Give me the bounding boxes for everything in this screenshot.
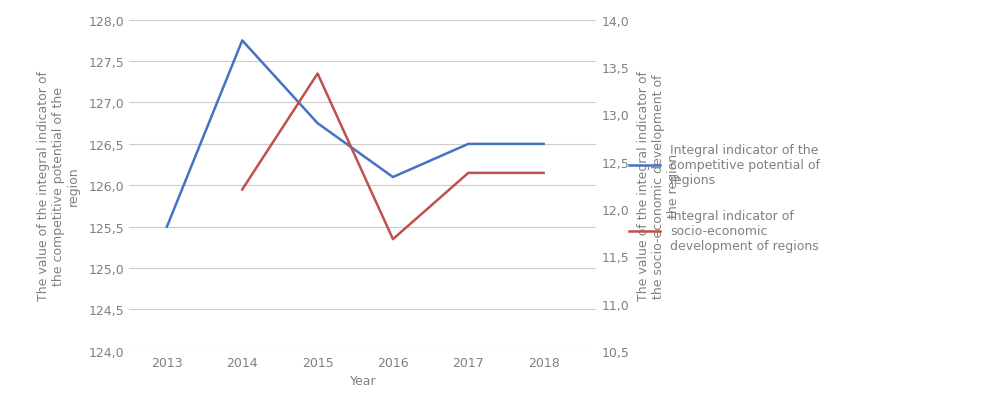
Integral indicator of
socio-economic
development of regions — [538, 171, 550, 176]
Line: Integral indicator of
socio-economic
development of regions: Integral indicator of socio-economic dev… — [243, 74, 544, 240]
Y-axis label: The value of the integral indicator of
the socio-economic development of
the reg: The value of the integral indicator of t… — [637, 71, 681, 301]
Integral indicator of the
competitive potential of
regions — [161, 225, 173, 230]
Integral indicator of the
competitive potential of
regions — [538, 142, 550, 147]
X-axis label: Year: Year — [350, 375, 376, 387]
Integral indicator of the
competitive potential of
regions — [462, 142, 474, 147]
Integral indicator of
socio-economic
development of regions — [312, 72, 324, 77]
Integral indicator of the
competitive potential of
regions — [387, 175, 399, 180]
Y-axis label: The value of the integral indicator of
the competitive potential of the
region: The value of the integral indicator of t… — [38, 71, 81, 301]
Integral indicator of
socio-economic
development of regions — [462, 171, 474, 176]
Integral indicator of the
competitive potential of
regions — [237, 39, 248, 44]
Integral indicator of
socio-economic
development of regions — [237, 188, 248, 192]
Integral indicator of the
competitive potential of
regions — [312, 121, 324, 126]
Legend: Integral indicator of the
competitive potential of
regions, Integral indicator o: Integral indicator of the competitive po… — [622, 138, 826, 259]
Line: Integral indicator of the
competitive potential of
regions: Integral indicator of the competitive po… — [167, 41, 544, 227]
Integral indicator of
socio-economic
development of regions — [387, 237, 399, 242]
